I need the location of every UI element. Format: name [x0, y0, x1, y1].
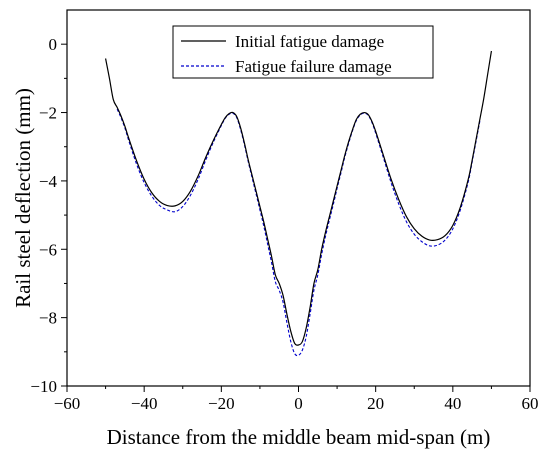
x-tick-label: 40 — [444, 394, 461, 413]
y-tick-label: 0 — [49, 35, 58, 54]
x-tick-label: 60 — [522, 394, 539, 413]
y-tick-label: −8 — [39, 309, 57, 328]
legend: Initial fatigue damage Fatigue failure d… — [172, 25, 434, 79]
legend-label-fatigue-failure-damage: Fatigue failure damage — [235, 57, 392, 76]
x-tick-label: −40 — [131, 394, 158, 413]
y-tick-label: −10 — [30, 377, 57, 396]
y-tick-label: −4 — [39, 172, 58, 191]
y-tick-label: −2 — [39, 104, 57, 123]
x-tick-label: 0 — [294, 394, 303, 413]
x-tick-label: −20 — [208, 394, 235, 413]
series-line-fatigue-failure-damage — [116, 108, 481, 357]
legend-label-initial-fatigue-damage: Initial fatigue damage — [235, 32, 384, 51]
y-axis-title: Rail steel deflection (mm) — [11, 88, 35, 308]
x-axis-title: Distance from the middle beam mid-span (… — [107, 425, 491, 449]
y-tick-label: −6 — [39, 240, 57, 259]
legend-box — [172, 25, 434, 79]
x-tick-label: 20 — [367, 394, 384, 413]
x-tick-label: −60 — [54, 394, 81, 413]
series-line-initial-fatigue-damage — [104, 50, 493, 346]
